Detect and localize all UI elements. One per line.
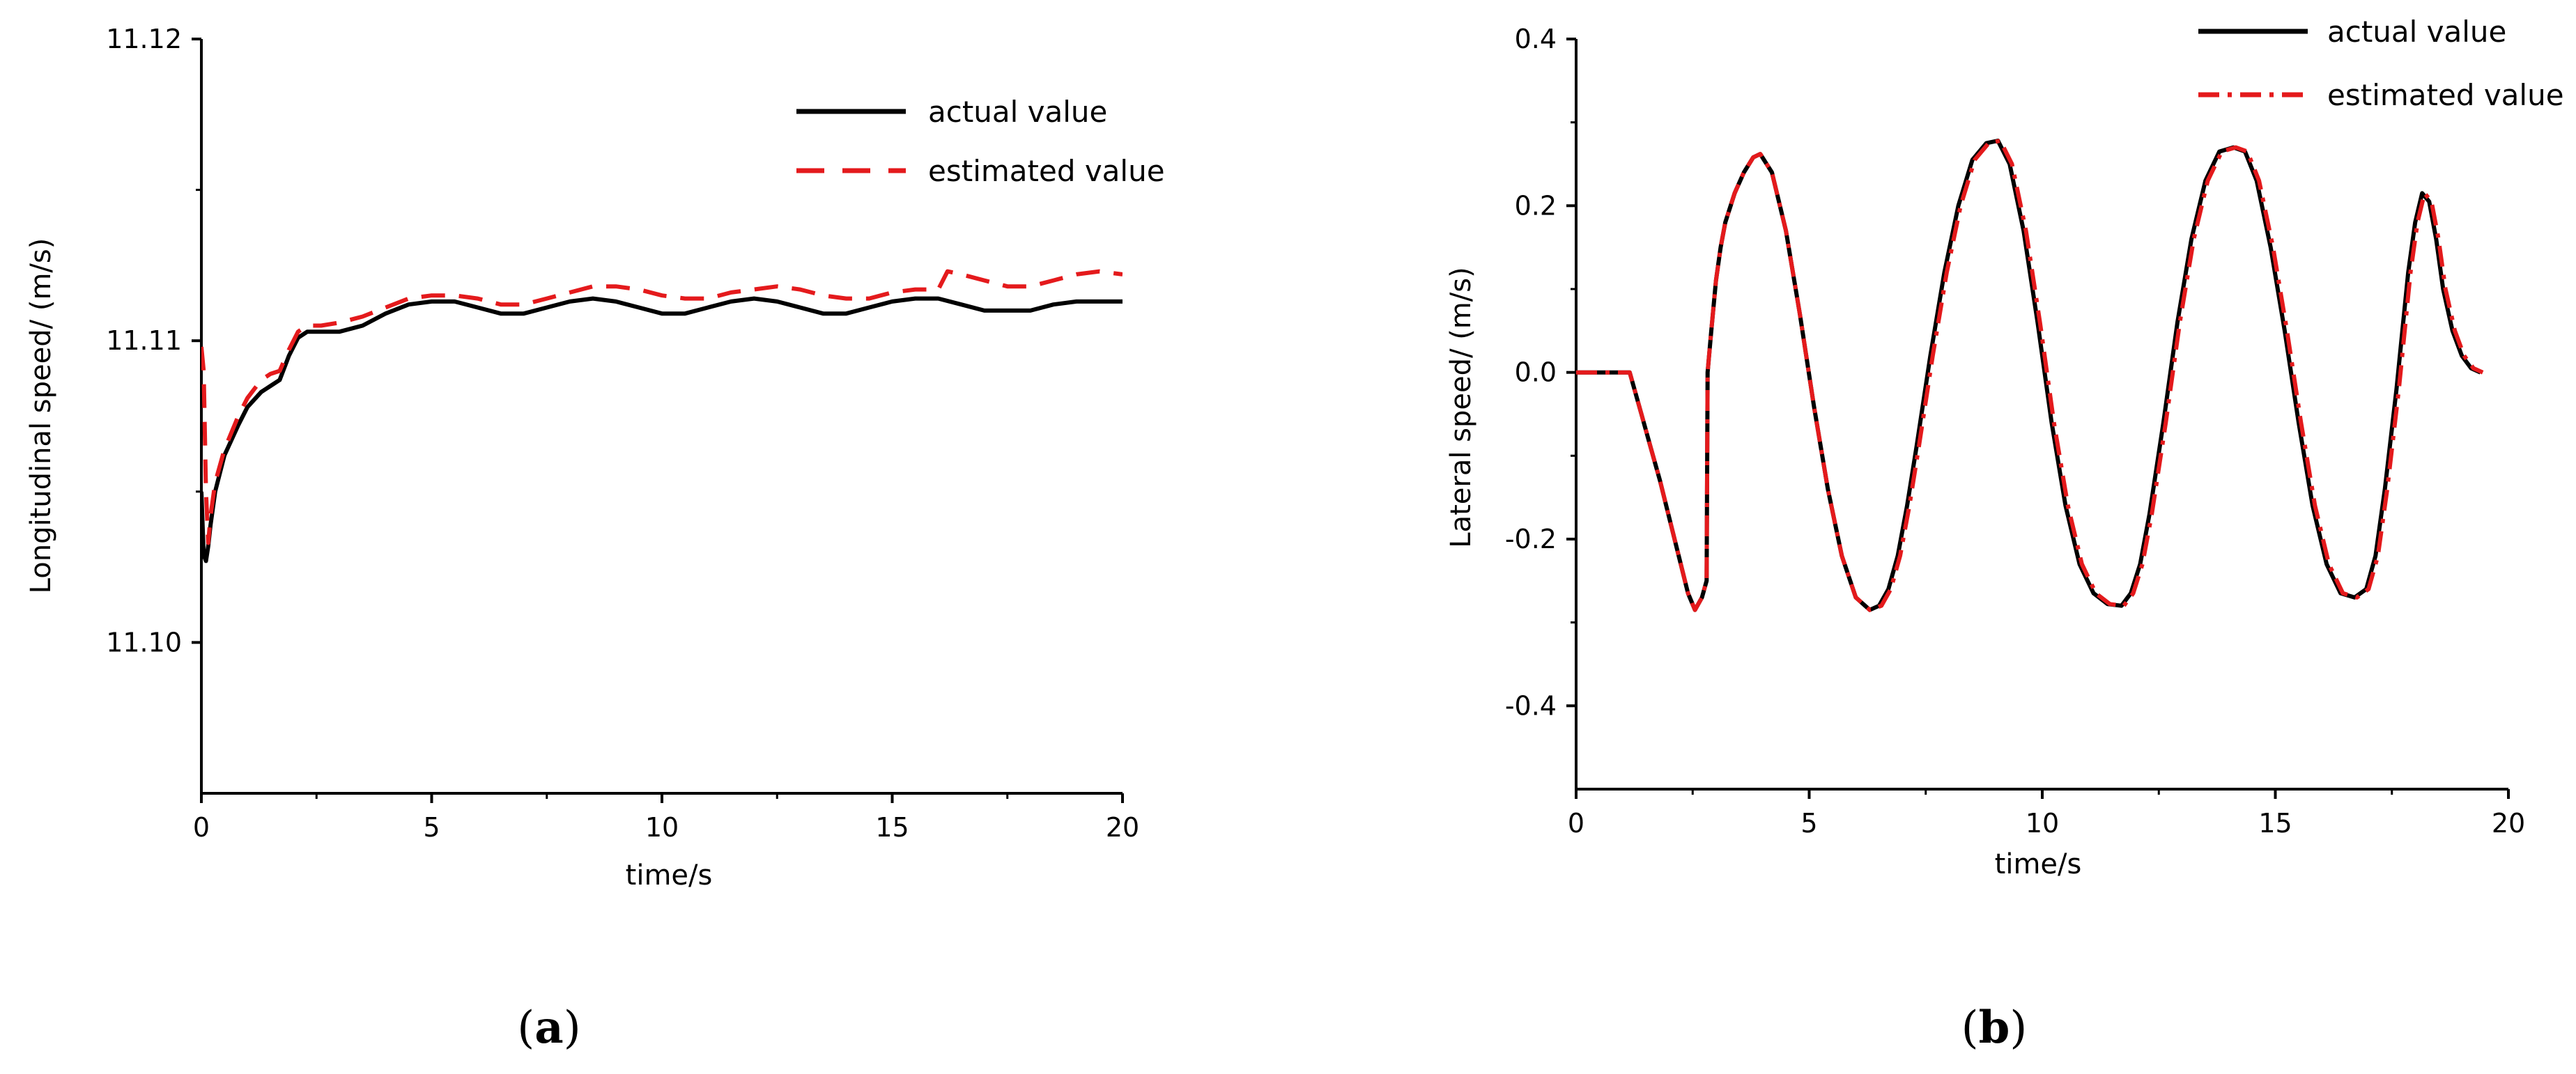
- x-tick-label: 20: [1106, 812, 1139, 843]
- x-tick-label: 20: [2492, 808, 2525, 839]
- panel-label: (a): [517, 1002, 580, 1054]
- x-axis-title: time/s: [1995, 848, 2082, 880]
- x-tick-label: 15: [875, 812, 909, 843]
- x-tick-label: 15: [2258, 808, 2292, 839]
- y-tick-label: -0.4: [1505, 690, 1557, 721]
- panel-letter: b: [1979, 1002, 2010, 1054]
- x-tick-label: 5: [423, 812, 440, 843]
- x-axis-title: time/s: [626, 859, 713, 892]
- series-line-estimated: [1576, 139, 2484, 612]
- y-tick-label: 0.2: [1515, 190, 1557, 221]
- x-tick-label: 0: [1568, 808, 1584, 839]
- x-tick-label: 0: [193, 812, 210, 843]
- y-tick-label: 11.11: [106, 325, 182, 356]
- panel-b-chart: 0 5 10 15 20 -0.4 -0.2 0.0 0.2 0.4 time/s Lateral s…: [1445, 15, 2564, 1054]
- panel-label: (b): [1961, 1002, 2028, 1054]
- y-tick-label: 0.4: [1515, 24, 1557, 54]
- panel-letter: a: [534, 1002, 563, 1054]
- x-tick-label: 10: [2026, 808, 2059, 839]
- legend-label: estimated value: [2327, 78, 2564, 112]
- y-tick-label: 11.10: [106, 627, 182, 657]
- series-line-actual: [201, 296, 1123, 563]
- legend-label: estimated value: [928, 154, 1165, 188]
- legend-label: actual value: [2327, 15, 2506, 49]
- y-tick-label: 11.12: [106, 24, 182, 54]
- x-tick-label: 5: [1800, 808, 1817, 839]
- x-tick-label: 10: [645, 812, 679, 843]
- legend-label: actual value: [928, 95, 1107, 129]
- y-axis-title: Lateral speed/ (m/s): [1445, 267, 1477, 547]
- series-line-estimated: [201, 269, 1123, 545]
- y-axis-title: Longitudinal speed/ (m/s): [25, 238, 57, 594]
- y-tick-label: -0.2: [1505, 524, 1557, 554]
- y-tick-label: 0.0: [1515, 357, 1557, 388]
- panel-a-chart: 0 5 10 15 20 11.10 11.11 11.12 time/s Longitudina…: [25, 24, 1165, 1054]
- series-line-actual: [1576, 139, 2482, 612]
